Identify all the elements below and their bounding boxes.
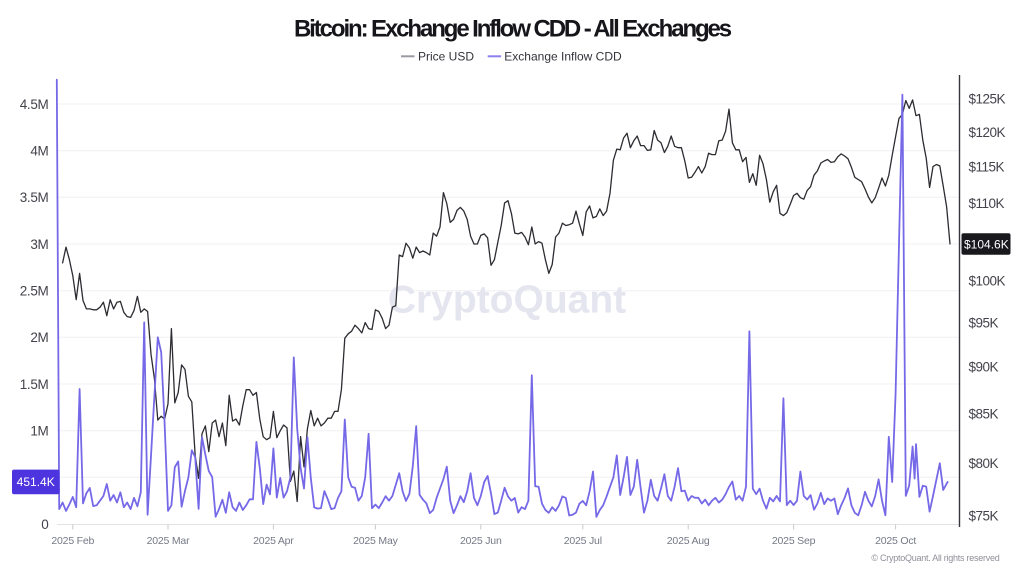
svg-text:2025 Aug: 2025 Aug (667, 535, 710, 547)
svg-text:2025 May: 2025 May (353, 535, 398, 547)
svg-text:2025 Apr: 2025 Apr (253, 535, 294, 547)
svg-text:2M: 2M (30, 330, 48, 345)
svg-text:$75K: $75K (969, 508, 999, 523)
svg-text:2025 Oct: 2025 Oct (875, 535, 916, 547)
svg-text:Exchange Inflow CDD: Exchange Inflow CDD (504, 50, 622, 64)
svg-text:Price USD: Price USD (418, 50, 474, 64)
svg-text:4M: 4M (30, 144, 48, 159)
svg-text:2.5M: 2.5M (20, 284, 49, 299)
svg-text:$85K: $85K (969, 406, 999, 421)
svg-text:$125K: $125K (969, 91, 1006, 106)
svg-text:2025 Mar: 2025 Mar (147, 535, 190, 547)
svg-text:$120K: $120K (969, 125, 1006, 140)
svg-text:$95K: $95K (969, 316, 999, 331)
svg-text:$100K: $100K (969, 274, 1006, 289)
svg-text:$80K: $80K (969, 456, 999, 471)
svg-text:2025 Feb: 2025 Feb (51, 535, 94, 547)
svg-text:$104.6K: $104.6K (964, 237, 1009, 251)
svg-text:2025 Jul: 2025 Jul (564, 535, 602, 547)
svg-text:$115K: $115K (969, 160, 1005, 175)
svg-text:CryptoQuant: CryptoQuant (388, 279, 626, 322)
svg-text:$110K: $110K (969, 196, 1005, 211)
svg-text:© CryptoQuant. All rights rese: © CryptoQuant. All rights reserved (871, 553, 999, 563)
svg-text:0: 0 (41, 517, 48, 532)
svg-text:$90K: $90K (969, 360, 999, 375)
svg-text:4.5M: 4.5M (20, 97, 49, 112)
svg-text:1.5M: 1.5M (20, 377, 49, 392)
svg-text:2025 Jun: 2025 Jun (460, 535, 502, 547)
svg-text:Bitcoin: Exchange Inflow CDD -: Bitcoin: Exchange Inflow CDD - All Excha… (294, 15, 732, 42)
svg-text:1M: 1M (30, 424, 48, 439)
svg-text:3M: 3M (30, 237, 48, 252)
svg-text:2025 Sep: 2025 Sep (772, 535, 816, 547)
svg-text:451.4K: 451.4K (17, 475, 55, 489)
svg-text:3.5M: 3.5M (20, 190, 49, 205)
